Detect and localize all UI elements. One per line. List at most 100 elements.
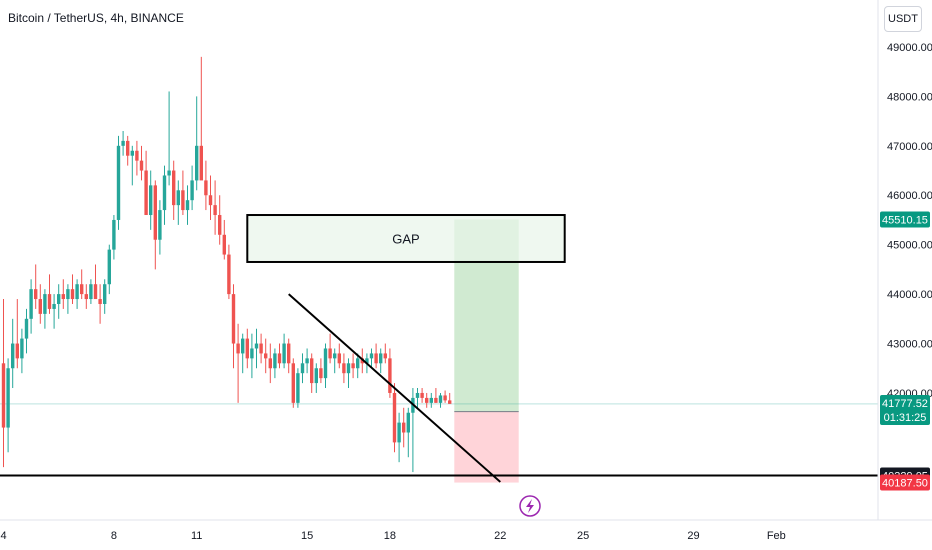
candle [360,348,364,374]
candle-body [149,185,153,216]
candle [379,348,383,374]
candle-body [287,343,291,364]
candle [443,390,447,403]
candle [300,353,305,384]
y-tick-label: 45000.00 [887,240,932,252]
candle-body [24,318,29,339]
x-tick-label: 22 [494,530,506,542]
candle-body [268,358,272,369]
candle-body [66,289,70,300]
candle-body [383,353,387,359]
candle-body [448,400,452,404]
candle-body [52,303,56,309]
candle-body [227,254,231,295]
candle-body [379,353,383,364]
candle [80,269,84,300]
price-badge: 40187.50 [882,478,928,490]
last-price-label: 41777.52 [882,398,928,410]
candle-body [167,170,171,176]
x-tick-label: 18 [384,530,396,542]
candle [11,318,15,389]
candle-body [425,397,429,403]
candle [328,333,332,364]
candle [369,348,374,369]
candle [383,343,387,364]
candle [222,219,226,260]
candle [176,180,180,225]
price-badge: 45510.15 [882,214,928,226]
candle [34,264,38,309]
candle [112,215,116,260]
candle [185,185,190,225]
candle [162,165,167,225]
candle-body [342,363,346,374]
candle [227,244,231,300]
candle-body [57,294,61,304]
candle-body [402,422,406,433]
candle-body [273,353,277,369]
candle-body [204,180,208,196]
candle [75,279,79,309]
y-tick-label: 47000.00 [887,141,932,153]
candle-body [277,353,282,364]
candle-body [20,338,24,359]
candle-body [250,348,254,359]
candle-body [443,395,447,401]
x-tick-label: 4 [0,530,6,542]
y-tick-label: 46000.00 [887,190,932,202]
candle [231,284,236,369]
candle [89,279,93,304]
candle-body [351,363,355,369]
candle-body [176,190,180,206]
candle [20,328,24,374]
candle [61,279,65,309]
candle-body [369,353,374,359]
y-tick-label: 48000.00 [887,91,932,103]
candle-body [34,289,38,300]
candle-body [84,294,88,300]
candle-body [208,195,213,206]
candle [15,299,19,369]
candle-body [388,358,392,393]
candle [351,353,355,379]
candle-body [93,284,98,300]
candle [190,165,194,211]
candle-body [135,150,139,161]
candle [434,388,438,403]
candle [287,338,291,374]
candle-body [282,343,286,364]
candle [130,145,134,186]
candle [356,353,360,379]
candle-body [356,358,360,369]
candle-body [121,140,125,146]
candle [291,358,295,408]
candle-body [98,299,102,304]
candle [144,150,148,216]
candle-body [310,358,314,384]
candle-body [259,343,263,354]
candle-body [323,348,328,379]
candle-body [172,170,176,206]
candle [121,130,125,156]
candle-body [254,343,259,349]
candle-body [107,249,111,285]
currency-button[interactable]: USDT [884,6,922,32]
candle-body [365,358,369,364]
candle-body [162,175,167,211]
candle [52,294,56,329]
candle-body [116,145,121,220]
candle-body [195,145,199,181]
candle [172,160,176,220]
candle [245,328,249,369]
candle [314,363,318,393]
candle [107,244,111,295]
candle [250,333,254,379]
y-tick-label: 49000.00 [887,42,932,54]
candle [448,392,452,404]
candle-body [218,215,222,235]
candle-body [231,294,236,344]
candle [406,407,410,458]
candle [29,279,33,334]
candle [241,333,245,374]
